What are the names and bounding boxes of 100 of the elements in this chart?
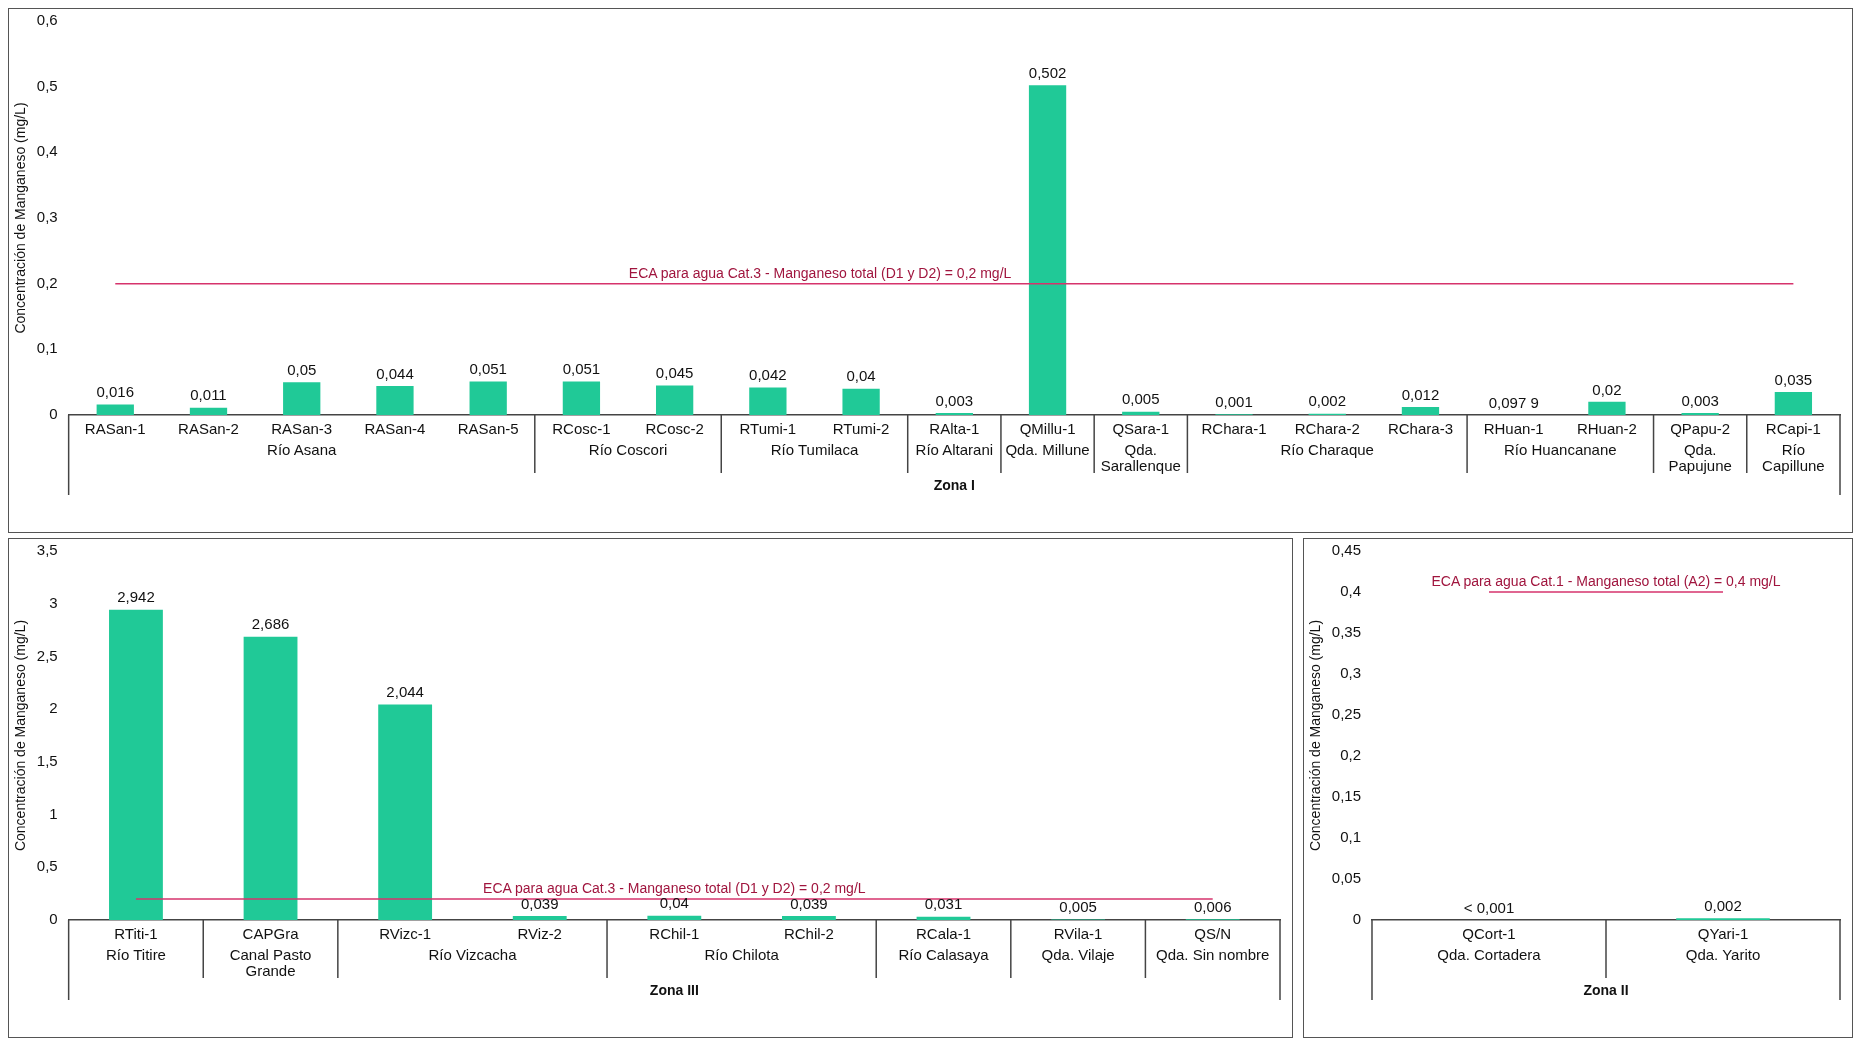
x-tick-label: QYari-1 — [1697, 925, 1749, 943]
y-tick-label: 3 — [49, 593, 58, 611]
bar — [1122, 411, 1160, 415]
text: Río Altarani — [915, 440, 994, 458]
bar — [749, 387, 787, 415]
bar — [782, 915, 836, 920]
bar — [189, 407, 228, 415]
x-tick-label: RVizc-1 — [379, 925, 432, 943]
x-tick-label: RTiti-1 — [114, 925, 158, 943]
x-tick-label: QSara-1 — [1112, 420, 1170, 438]
bar — [655, 385, 694, 415]
data-label: 0,006 — [1193, 898, 1232, 916]
bar — [378, 704, 433, 920]
x-tick-label: QCort-1 — [1462, 925, 1516, 943]
x-tick-label: RASan-4 — [364, 420, 426, 438]
y-tick-label: 0,05 — [1331, 869, 1361, 887]
x-tick-label: RAlta-1 — [929, 420, 980, 438]
x-tick-label: RCapi-1 — [1765, 420, 1821, 438]
x-tick-label: RASan-1 — [84, 420, 146, 438]
data-label: 0,051 — [562, 360, 601, 378]
ref-line-label: ECA para agua Cat.1 - Manganeso total (A2) = 0,4 mg/L — [1431, 572, 1781, 589]
x-tick-label: RCosc-1 — [552, 420, 611, 438]
text: Río Coscori — [588, 440, 668, 458]
y-tick-label: 0,5 — [36, 857, 58, 875]
text: Río Titire — [105, 945, 166, 963]
x-tick-label: RChara-3 — [1387, 420, 1453, 438]
bar — [512, 915, 567, 920]
text: Qda. Millune — [1005, 440, 1090, 458]
x-axis-title: Zona III — [649, 981, 699, 998]
text: Canal Pasto Grande — [229, 945, 312, 979]
x-axis-title: Zona I — [933, 476, 975, 493]
x-tick-label: RCosc-2 — [645, 420, 704, 438]
bar — [469, 381, 507, 415]
data-label: 0,003 — [1681, 391, 1719, 409]
data-label: 0,005 — [1059, 898, 1097, 916]
y-tick-label: 0,1 — [1340, 828, 1361, 846]
x-tick-label: RViz-2 — [517, 925, 562, 943]
x-tick-label: RHuan-1 — [1483, 420, 1544, 438]
x-tick-label: QPapu-2 — [1670, 420, 1731, 438]
bar — [109, 609, 163, 920]
y-axis-title: Concentración de Manganeso (mg/L) — [12, 102, 29, 334]
text: 0,097 9 — [1488, 393, 1539, 411]
bar — [1588, 401, 1626, 415]
text: Qda. Yarito — [1685, 945, 1761, 963]
text: Río Chilota — [704, 945, 780, 963]
ref-line-label: ECA para agua Cat.3 - Manganeso total (D1 y D2) = 0,2 mg/L — [483, 879, 866, 896]
y-tick-label: 0,35 — [1331, 623, 1361, 641]
y-tick-label: 0 — [1352, 910, 1361, 928]
text: Qda. Cortadera — [1437, 945, 1542, 963]
y-axis-title: Concentración de Manganeso (mg/L) — [12, 619, 29, 852]
text: Río Vizcacha — [428, 945, 518, 963]
y-tick-label: 0,4 — [36, 142, 58, 160]
data-label: 0,05 — [287, 360, 317, 378]
text: Río Asana — [267, 440, 337, 458]
bar — [96, 404, 134, 415]
bar — [283, 382, 321, 415]
data-label: 0,012 — [1401, 385, 1440, 403]
y-tick-label: 0,1 — [36, 339, 58, 357]
data-label: 0,031 — [924, 895, 963, 913]
y-tick-label: 0 — [49, 405, 58, 423]
x-tick-label: RASan-2 — [178, 420, 239, 438]
x-tick-label: RASan-5 — [457, 420, 519, 438]
text: Río Calasaya — [898, 945, 990, 963]
data-label: 0,02 — [1592, 380, 1622, 398]
y-tick-label: 1,5 — [36, 752, 58, 769]
ref-line-label: ECA para agua Cat.3 - Manganeso total (D1 y D2) = 0,2 mg/L — [628, 264, 1012, 281]
data-label: 0,04 — [846, 367, 876, 385]
x-tick-label: QMillu-1 — [1019, 420, 1076, 438]
data-label: 0,011 — [190, 386, 227, 404]
text: Río Tumilaca — [770, 440, 859, 458]
bar — [647, 915, 702, 920]
x-tick-label: RChil-1 — [649, 925, 700, 943]
y-tick-label: 0,3 — [1340, 664, 1361, 682]
data-label: 0,002 — [1704, 897, 1742, 914]
data-label: 0,003 — [935, 391, 974, 409]
y-tick-label: 3,5 — [36, 541, 58, 559]
bar — [243, 636, 298, 920]
text: Qda. Vilaje — [1041, 945, 1115, 963]
y-tick-label: 1 — [49, 804, 58, 822]
data-label: 0,045 — [655, 364, 694, 382]
data-label: 0,044 — [376, 364, 414, 382]
text: < 0,001 — [1463, 898, 1515, 916]
text: Qda. Papujune — [1668, 440, 1732, 474]
y-tick-label: 0,4 — [1340, 582, 1361, 600]
y-axis-title: Concentración de Manganeso (mg/L) — [1307, 619, 1324, 852]
bar — [842, 388, 880, 415]
y-tick-label: 0,45 — [1331, 541, 1361, 559]
x-tick-label: RChara-2 — [1294, 420, 1360, 438]
y-tick-label: 2,5 — [36, 646, 58, 664]
text: Río Capillune — [1762, 440, 1825, 474]
x-tick-label: RTumi-2 — [832, 420, 890, 438]
data-label: 0,502 — [1028, 63, 1067, 81]
data-label: 0,042 — [749, 366, 787, 384]
data-label: 2,942 — [117, 588, 155, 606]
y-tick-label: 0,15 — [1331, 787, 1361, 805]
data-label: 0,035 — [1774, 370, 1813, 388]
y-tick-label: 0 — [49, 910, 58, 928]
x-tick-label: QS/N — [1194, 925, 1232, 943]
y-tick-label: 0,25 — [1331, 705, 1361, 723]
bar — [916, 916, 971, 920]
